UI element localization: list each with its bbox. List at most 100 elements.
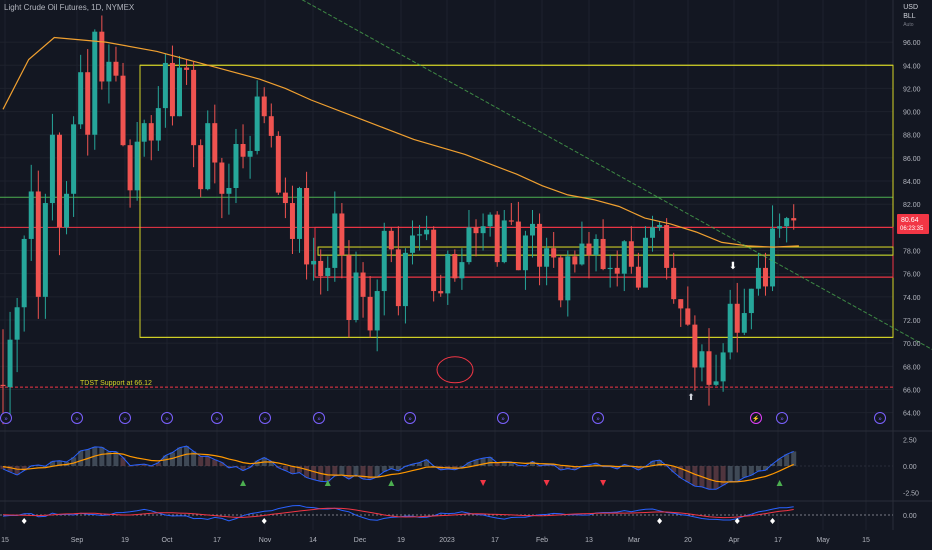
candle-body[interactable]: [120, 75, 126, 146]
candle-body[interactable]: [78, 72, 84, 125]
candle-body[interactable]: [621, 241, 627, 274]
candle-body[interactable]: [42, 203, 48, 297]
event-icon[interactable]: [874, 412, 886, 424]
candle-body[interactable]: [226, 188, 232, 194]
candle-body[interactable]: [544, 248, 550, 267]
candle-body[interactable]: [99, 31, 105, 82]
candle-body[interactable]: [628, 241, 634, 267]
candles-layer[interactable]: [0, 15, 797, 425]
lightning-event-icon[interactable]: [750, 412, 762, 424]
candle-body[interactable]: [92, 31, 98, 135]
candle-body[interactable]: [600, 238, 606, 270]
candle-body[interactable]: [713, 381, 719, 385]
candle-body[interactable]: [205, 123, 211, 190]
candle-body[interactable]: [374, 291, 380, 331]
candle-body[interactable]: [212, 123, 218, 163]
candle-body[interactable]: [402, 252, 408, 307]
candle-body[interactable]: [650, 227, 656, 238]
candle-body[interactable]: [106, 61, 112, 82]
candle-body[interactable]: [282, 192, 288, 204]
candle-body[interactable]: [155, 108, 161, 141]
candle-body[interactable]: [233, 144, 239, 188]
candle-body[interactable]: [247, 150, 253, 157]
candle-body[interactable]: [388, 230, 394, 250]
candle-body[interactable]: [671, 267, 677, 300]
candle-body[interactable]: [522, 235, 528, 271]
scale-label[interactable]: Auto: [903, 22, 914, 28]
candle-body[interactable]: [530, 223, 535, 236]
candle-body[interactable]: [261, 96, 267, 117]
candle-body[interactable]: [537, 223, 543, 267]
candle-body[interactable]: [85, 72, 91, 135]
candle-body[interactable]: [508, 220, 514, 222]
candle-body[interactable]: [304, 188, 310, 265]
event-icon[interactable]: [776, 412, 788, 424]
candle-body[interactable]: [268, 116, 274, 136]
event-icon[interactable]: [497, 412, 509, 424]
event-icon[interactable]: [119, 412, 131, 424]
candle-body[interactable]: [692, 324, 698, 368]
candle-body[interactable]: [664, 225, 670, 268]
candle-body[interactable]: [311, 260, 317, 265]
event-icon[interactable]: [313, 412, 325, 424]
candle-body[interactable]: [71, 124, 77, 194]
candle-body[interactable]: [325, 267, 331, 276]
candle-body[interactable]: [113, 61, 119, 76]
candle-body[interactable]: [678, 299, 684, 309]
candle-body[interactable]: [593, 238, 599, 256]
candle-body[interactable]: [551, 248, 557, 258]
candle-body[interactable]: [64, 193, 70, 228]
candle-body[interactable]: [141, 123, 147, 142]
event-icon[interactable]: [259, 412, 271, 424]
candle-body[interactable]: [748, 288, 754, 314]
candle-body[interactable]: [607, 267, 613, 270]
candle-body[interactable]: [459, 262, 465, 279]
event-icon[interactable]: [161, 412, 173, 424]
event-icon[interactable]: [0, 412, 12, 424]
candle-body[interactable]: [417, 234, 423, 236]
candle-body[interactable]: [56, 134, 62, 228]
candle-body[interactable]: [254, 96, 260, 151]
candle-body[interactable]: [134, 141, 140, 191]
candle-body[interactable]: [14, 307, 20, 340]
candle-body[interactable]: [706, 351, 712, 385]
candle-body[interactable]: [572, 256, 578, 265]
candle-body[interactable]: [177, 67, 182, 117]
candle-body[interactable]: [21, 238, 27, 308]
candle-body[interactable]: [487, 214, 493, 227]
candle-body[interactable]: [770, 228, 776, 287]
candle-body[interactable]: [7, 339, 13, 388]
candle-body[interactable]: [240, 144, 246, 157]
candle-body[interactable]: [424, 229, 430, 235]
candle-body[interactable]: [275, 135, 281, 193]
event-icon[interactable]: [211, 412, 223, 424]
candle-body[interactable]: [339, 213, 345, 256]
candle-body[interactable]: [169, 62, 175, 117]
candle-body[interactable]: [346, 255, 352, 320]
candle-body[interactable]: [409, 235, 415, 253]
candle-body[interactable]: [762, 267, 768, 287]
candle-body[interactable]: [515, 221, 521, 271]
candle-body[interactable]: [0, 384, 6, 386]
candle-body[interactable]: [445, 254, 451, 294]
event-icon[interactable]: [592, 412, 604, 424]
candle-body[interactable]: [198, 145, 204, 190]
candle-body[interactable]: [353, 272, 359, 320]
event-icon[interactable]: [404, 412, 416, 424]
candle-body[interactable]: [431, 229, 437, 292]
candle-body[interactable]: [148, 123, 154, 141]
candle-body[interactable]: [28, 191, 34, 239]
candle-body[interactable]: [127, 145, 133, 191]
candle-body[interactable]: [381, 230, 387, 292]
candle-body[interactable]: [685, 308, 691, 325]
candle-body[interactable]: [438, 291, 444, 294]
candle-body[interactable]: [162, 62, 168, 109]
event-icon[interactable]: [71, 412, 83, 424]
candle-body[interactable]: [452, 254, 458, 279]
candle-body[interactable]: [297, 188, 303, 239]
candle-body[interactable]: [289, 203, 295, 239]
candle-body[interactable]: [741, 313, 747, 333]
candle-body[interactable]: [657, 225, 663, 228]
candle-body[interactable]: [35, 191, 41, 297]
candle-body[interactable]: [777, 226, 783, 229]
